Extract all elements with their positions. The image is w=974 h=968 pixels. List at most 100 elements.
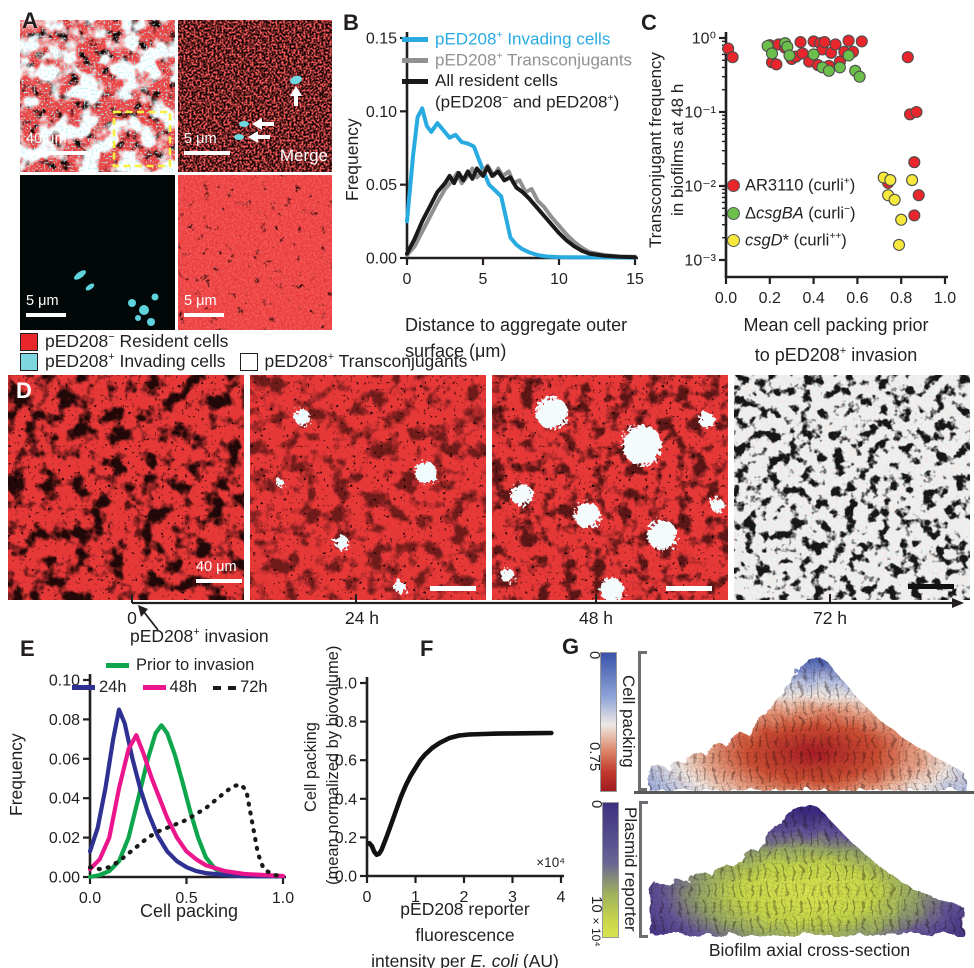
chart-transconjugant-scatter: 0.0 0.2 0.4 0.6 0.8 1.0 10⁰ 10⁻¹ 10⁻² 10⁻³ — [684, 31, 956, 308]
transconjugant-label: pED208+ Transconjugants — [264, 351, 468, 371]
colorbar-top-min: 0 — [586, 651, 603, 660]
y-tick-label: 0.4 — [335, 791, 357, 808]
y-tick-label: 0.8 — [335, 714, 357, 731]
x-tick-label: 0.6 — [846, 290, 868, 307]
chart-f-ylabel-line1: Cell packing — [302, 722, 320, 813]
scatter-point — [818, 36, 831, 49]
scalebar-a4-text: 5 μm — [184, 293, 217, 309]
transconjugant-swatch — [239, 352, 258, 371]
y-tick-label: 10⁻³ — [684, 253, 716, 270]
series-transconjugants — [405, 163, 637, 259]
chart-f-xlabel-line2: intensity per E. coli (AU) — [371, 951, 559, 968]
chart-b-legend-invading: pED208+ Invading cells — [402, 29, 610, 50]
scalebar-a1-text: 40 μm — [26, 131, 67, 147]
scatter-point — [807, 48, 820, 61]
transconjugant-colonies-48h — [500, 397, 724, 600]
label-resident-line2: (pED208− and pED208+) — [435, 92, 620, 112]
chart-c-legend-csgd: csgD* (curli++) — [727, 231, 847, 251]
invasion-annotation-arrow — [138, 605, 159, 631]
y-tick-label: 0.15 — [366, 31, 397, 48]
invader-cells — [234, 75, 302, 140]
swatch-invading — [402, 36, 428, 42]
colorbar-cell-packing — [600, 652, 617, 792]
chart-c-xlabel: Mean cell packing prior to pED208+ invas… — [722, 312, 950, 368]
series-48h — [87, 733, 286, 879]
chart-e-ylabel: Frequency — [6, 733, 26, 817]
micrograph-resident-channel — [178, 175, 332, 330]
chart-c-xlabel-line1: Mean cell packing prior — [743, 315, 929, 335]
colorbar-bottom-max: 10 — [588, 896, 605, 913]
scalebar-d72 — [908, 584, 954, 589]
y-tick-label: 0.05 — [366, 177, 397, 194]
scalebar-a3-text: 5 μm — [26, 293, 59, 309]
scalebar-a2: 5 μm — [184, 131, 230, 156]
invader-label: pED208+ Invading cells — [45, 351, 226, 371]
chart-c-ylabel-line1: Transconjugant frequency — [646, 52, 665, 248]
colorbar-bottom-min: 0 — [588, 800, 605, 809]
scatter-series-csgD-star-curli-plusplus — [877, 171, 919, 251]
scalebar-a3: 5 μm — [26, 293, 66, 318]
label-resident-line: All resident cells — [435, 71, 558, 90]
scatter-point — [783, 49, 796, 62]
y-tick-label: 0.0 — [335, 869, 357, 886]
panel-label-g: G — [562, 634, 580, 659]
invader-swatch — [20, 352, 38, 371]
x-tick-label: 1 — [411, 889, 420, 906]
chart-b-xlabel-line2: surface (μm) — [405, 341, 507, 361]
scatter-point — [833, 61, 846, 74]
series-24h — [87, 707, 286, 879]
micrograph-invader-channel — [20, 175, 175, 330]
chart-c-xlabel-line2: to pED208+ invasion — [754, 345, 918, 365]
chart-c-legend-csgba: ΔcsgBA (curli−) — [727, 204, 856, 224]
merge-tag: Merge — [279, 146, 328, 165]
invasion-annotation: pED208+ invasion — [130, 626, 269, 646]
chart-cellpacking-frequency: 0.0 0.5 1.00.000.020.040.060.080.10 — [49, 673, 294, 908]
scatter-point — [901, 51, 914, 64]
micrograph-timecourse-48h — [492, 375, 728, 600]
series-invading-cells — [405, 106, 637, 260]
x-tick-label: 0.0 — [715, 290, 737, 307]
biofilm-render-plasmid-reporter — [650, 804, 964, 935]
chart-e-xlabel: Cell packing — [94, 898, 284, 924]
micrograph-merge-overview — [20, 20, 175, 172]
timeline-label-72h: 72 h — [812, 608, 848, 628]
swatch-prior — [106, 663, 129, 668]
series-all-resident-cells — [405, 165, 637, 260]
scalebar-a1-bar — [26, 150, 88, 156]
colorbar-plasmid-reporter — [602, 802, 619, 938]
x-tick-label: 0 — [363, 889, 372, 906]
label-csgba: ΔcsgBA (curli−) — [745, 204, 856, 223]
x-tick-label: 0.8 — [890, 290, 912, 307]
scatter-point — [908, 209, 921, 222]
x-tick-label: 5 — [479, 271, 488, 288]
scalebar-a4: 5 μm — [184, 293, 224, 318]
timeline-label-0h: 0 — [127, 608, 137, 628]
chart-f-xlabel: pED208 reporter fluorescence intensity p… — [352, 896, 578, 968]
dot-csgba — [727, 207, 740, 221]
micrograph-timecourse-72h — [734, 375, 970, 600]
x-tick-label: 0.5 — [175, 890, 197, 907]
label-transconjugants: pED208+ Transconjugants — [435, 50, 633, 70]
x-tick-label: 1.0 — [934, 290, 956, 307]
x-tick-label: 0 — [403, 271, 412, 288]
y-tick-label: 0.02 — [49, 830, 80, 847]
colorbar-bottom-exp: ×10⁴ — [589, 914, 603, 947]
scatter-point — [892, 238, 906, 251]
swatch-48h — [142, 685, 166, 690]
scalebar-a2-text: 5 μm — [184, 131, 217, 147]
scatter-point — [906, 174, 919, 187]
label-72h: 72h — [240, 678, 268, 696]
swatch-24h — [72, 685, 95, 690]
legend-resident: pED208− Resident cells — [20, 331, 228, 352]
label-48h: 48h — [169, 678, 198, 696]
colorbar-bottom-label: Plasmid reporter — [621, 806, 640, 932]
chart-f-xlabel-line1: pED208 reporter fluorescence — [400, 899, 530, 945]
inset-box — [112, 110, 172, 168]
swatch-transconjugants — [402, 57, 428, 63]
micrograph-timecourse-24h — [250, 375, 486, 600]
label-csgd: csgD* (curli++) — [745, 231, 847, 250]
scalebar-a2-bar — [184, 150, 230, 156]
label-invading: pED208+ Invading cells — [435, 29, 611, 49]
panel-label-c: C — [641, 10, 657, 35]
